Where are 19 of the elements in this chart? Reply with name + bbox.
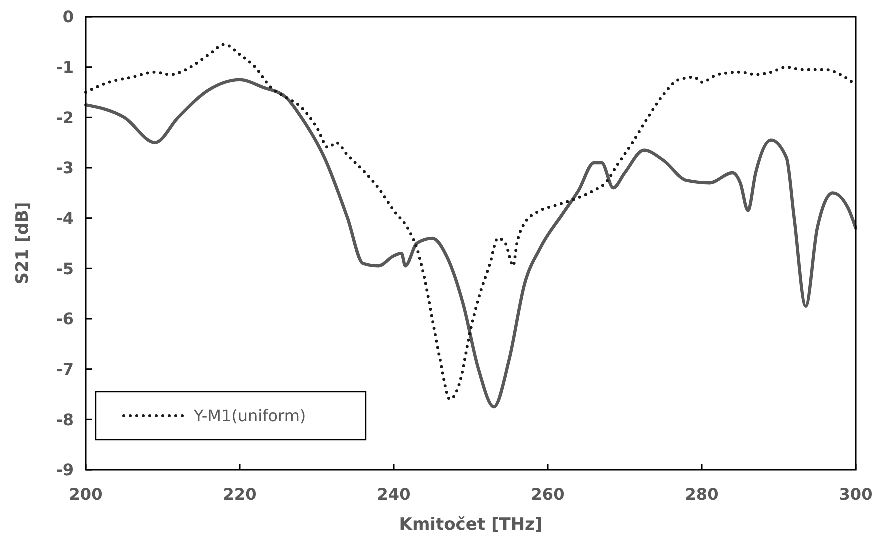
x-axis-title: Kmitočet [THz]: [399, 515, 543, 535]
x-tick-label: 300: [839, 485, 873, 504]
y-tick-label: -9: [56, 460, 74, 480]
x-tick-label: 260: [531, 485, 565, 504]
y-tick-label: -8: [56, 410, 74, 430]
y-tick-label: -5: [56, 259, 74, 278]
x-tick-label: 220: [223, 485, 257, 504]
y-tick-label: 0: [62, 8, 74, 27]
y-tick-label: -2: [56, 108, 74, 128]
y-tick-label: -7: [56, 360, 74, 379]
y-tick-label: -1: [56, 58, 74, 77]
y-tick-label: -4: [56, 208, 74, 228]
y-axis-title: S21 [dB]: [13, 202, 33, 285]
x-tick-label: 200: [69, 485, 103, 504]
x-tick-label: 240: [377, 485, 411, 504]
y-tick-label: -3: [56, 158, 74, 178]
y-tick-label: -6: [56, 310, 74, 329]
legend-label: Y-M1(uniform): [193, 406, 306, 426]
x-tick-label: 280: [685, 485, 719, 504]
